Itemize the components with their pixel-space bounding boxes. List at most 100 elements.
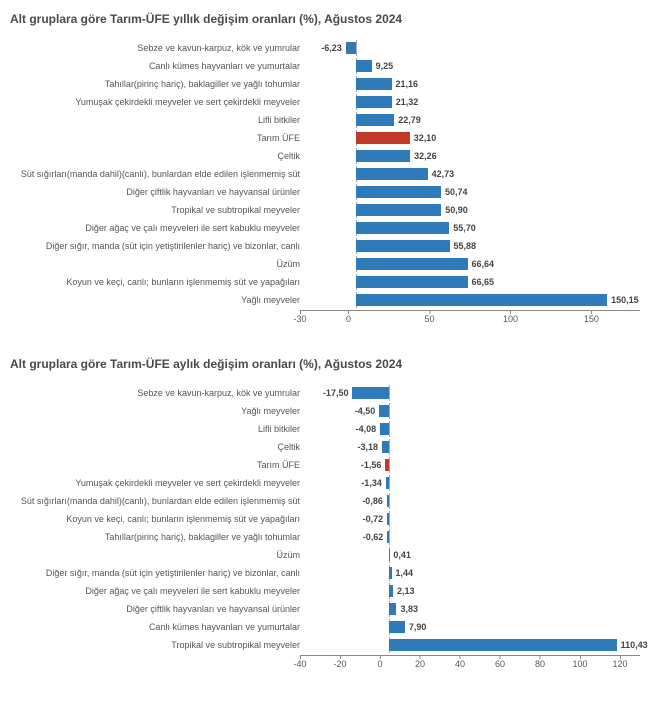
bar-row: Tahıllar(pirinç hariç), baklagiller ve y… <box>10 76 657 92</box>
bar-row: Koyun ve keçi, canlı; bunların işlenmemi… <box>10 511 657 527</box>
bar-row: Yağlı meyveler150,15 <box>10 292 657 308</box>
value-label: -17,50 <box>323 388 349 398</box>
value-label: 32,10 <box>414 133 437 143</box>
axis-tick: 60 <box>495 656 505 669</box>
axis-tick: -20 <box>333 656 346 669</box>
plot-cell: 2,13 <box>306 583 657 599</box>
chart-title: Alt gruplara göre Tarım-ÜFE yıllık değiş… <box>10 12 657 26</box>
bar <box>356 114 394 126</box>
bar <box>352 387 388 399</box>
bar-row: Diğer sığır, manda (süt için yetiştirile… <box>10 565 657 581</box>
axis-plot: -40-20020406080100120 <box>300 655 640 674</box>
bar-row: Yumuşak çekirdekli meyveler ve sert çeki… <box>10 475 657 491</box>
zero-line <box>389 529 390 545</box>
bar <box>356 276 467 288</box>
bar-highlight <box>385 459 388 471</box>
bar-row: Üzüm 0,41 <box>10 547 657 563</box>
category-label: Yumuşak çekirdekli meyveler ve sert çeki… <box>10 478 306 488</box>
value-label: -1,34 <box>361 478 382 488</box>
axis-tick: 150 <box>584 311 599 324</box>
bar <box>356 150 410 162</box>
value-label: 3,83 <box>400 604 418 614</box>
bar-row: Diğer ağaç ve çalı meyveleri ile sert ka… <box>10 583 657 599</box>
bar-row: Tarım ÜFE 32,10 <box>10 130 657 146</box>
category-label: Tarım ÜFE <box>10 133 306 143</box>
category-label: Tarım ÜFE <box>10 460 306 470</box>
bar-row: Sebze ve kavun-karpuz, kök ve yumrular-6… <box>10 40 657 56</box>
category-label: Diğer çiftlik hayvanları ve hayvansal ür… <box>10 187 306 197</box>
category-label: Üzüm <box>10 550 306 560</box>
category-label: Tropikal ve subtropikal meyveler <box>10 205 306 215</box>
plot-cell: 150,15 <box>306 292 657 308</box>
axis-tick: -40 <box>293 656 306 669</box>
bar <box>356 204 441 216</box>
value-label: 0,41 <box>393 550 411 560</box>
category-label: Diğer ağaç ve çalı meyveleri ile sert ka… <box>10 223 306 233</box>
category-label: Yağlı meyveler <box>10 406 306 416</box>
category-label: Yağlı meyveler <box>10 295 306 305</box>
bar-row: Çeltik32,26 <box>10 148 657 164</box>
bar-row: Süt sığırları(manda dahil)(canlı), bunla… <box>10 166 657 182</box>
axis-tick: 40 <box>455 656 465 669</box>
value-label: 22,79 <box>398 115 421 125</box>
value-label: -0,62 <box>363 532 384 542</box>
plot-cell: -4,08 <box>306 421 657 437</box>
bar-row: Tarım ÜFE -1,56 <box>10 457 657 473</box>
bar <box>356 60 371 72</box>
plot-cell: 50,90 <box>306 202 657 218</box>
value-label: 21,16 <box>396 79 419 89</box>
plot-cell: 66,64 <box>306 256 657 272</box>
category-label: Diğer ağaç ve çalı meyveleri ile sert ka… <box>10 586 306 596</box>
category-label: Süt sığırları(manda dahil)(canlı), bunla… <box>10 496 306 506</box>
plot-cell: -1,56 <box>306 457 657 473</box>
axis-tick: 0 <box>377 656 382 669</box>
plot-cell: 1,44 <box>306 565 657 581</box>
bar-row: Yağlı meyveler-4,50 <box>10 403 657 419</box>
bar-row: Diğer çiftlik hayvanları ve hayvansal ür… <box>10 184 657 200</box>
value-label: -1,56 <box>361 460 382 470</box>
category-label: Lifli bitkiler <box>10 115 306 125</box>
chart-area: Sebze ve kavun-karpuz, kök ve yumrular-6… <box>10 40 657 329</box>
category-label: Tahıllar(pirinç hariç), baklagiller ve y… <box>10 79 306 89</box>
chart-title: Alt gruplara göre Tarım-ÜFE aylık değişi… <box>10 357 657 371</box>
plot-cell: 110,43 <box>306 637 657 653</box>
bar <box>356 78 391 90</box>
chart-area: Sebze ve kavun-karpuz, kök ve yumrular-1… <box>10 385 657 674</box>
bar <box>386 477 389 489</box>
plot-cell: -17,50 <box>306 385 657 401</box>
bar <box>389 585 393 597</box>
axis-tick: 20 <box>415 656 425 669</box>
bar-row: Tropikal ve subtropikal meyveler110,43 <box>10 637 657 653</box>
value-label: -3,18 <box>358 442 379 452</box>
plot-cell: 7,90 <box>306 619 657 635</box>
plot-cell: 66,65 <box>306 274 657 290</box>
bar <box>356 96 392 108</box>
bar <box>356 186 441 198</box>
zero-line <box>389 421 390 437</box>
bar <box>356 222 449 234</box>
category-label: Süt sığırları(manda dahil)(canlı), bunla… <box>10 169 306 179</box>
plot-cell: -0,86 <box>306 493 657 509</box>
chart-block-0: Alt gruplara göre Tarım-ÜFE yıllık değiş… <box>10 12 657 329</box>
plot-cell: 21,32 <box>306 94 657 110</box>
plot-cell: -1,34 <box>306 475 657 491</box>
axis-tick: 100 <box>503 311 518 324</box>
category-label: Lifli bitkiler <box>10 424 306 434</box>
category-label: Koyun ve keçi, canlı; bunların işlenmemi… <box>10 514 306 524</box>
plot-cell: 0,41 <box>306 547 657 563</box>
zero-line <box>389 457 390 473</box>
value-label: 9,25 <box>376 61 394 71</box>
axis-tick: 0 <box>346 311 351 324</box>
category-label: Canlı kümes hayvanları ve yumurtalar <box>10 622 306 632</box>
bar-row: Lifli bitkiler 22,79 <box>10 112 657 128</box>
plot-cell: 21,16 <box>306 76 657 92</box>
bar <box>389 567 392 579</box>
zero-line <box>356 40 357 56</box>
bar-row: Koyun ve keçi, canlı; bunların işlenmemi… <box>10 274 657 290</box>
bar-row: Diğer ağaç ve çalı meyveleri ile sert ka… <box>10 220 657 236</box>
plot-cell: -6,23 <box>306 40 657 56</box>
plot-cell: 32,10 <box>306 130 657 146</box>
plot-cell: -0,72 <box>306 511 657 527</box>
axis-tick: 100 <box>572 656 587 669</box>
plot-cell: 42,73 <box>306 166 657 182</box>
